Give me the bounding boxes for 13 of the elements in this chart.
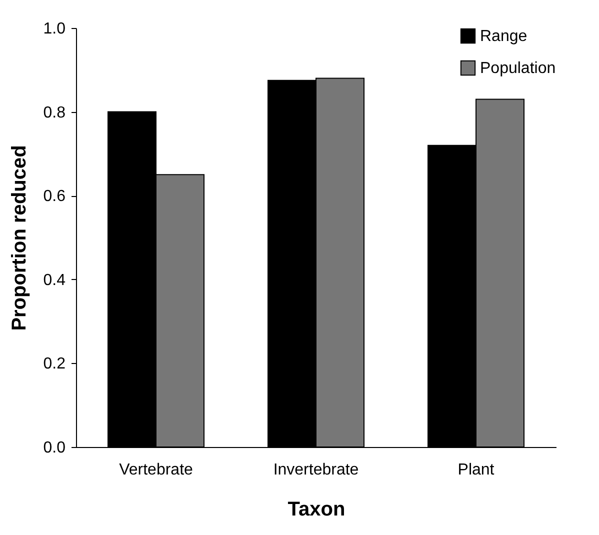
x-tick-label: Vertebrate [119,462,194,478]
y-tick-label: 1.0 [43,20,66,38]
legend-label: Range [480,28,528,45]
y-tick-label: 0.0 [43,440,66,456]
y-tick-label: 0.6 [43,188,66,206]
x-axis-title: Taxon [288,498,346,520]
legend-label: Population [480,60,556,77]
y-axis-title: Proportion reduced [8,145,30,331]
y-tick-label: 0.2 [43,356,66,373]
x-tick-label: Plant [458,462,495,478]
x-tick-label: Invertebrate [273,462,359,478]
y-tick-label: 0.8 [43,104,66,122]
y-tick-label: 0.4 [43,272,66,289]
